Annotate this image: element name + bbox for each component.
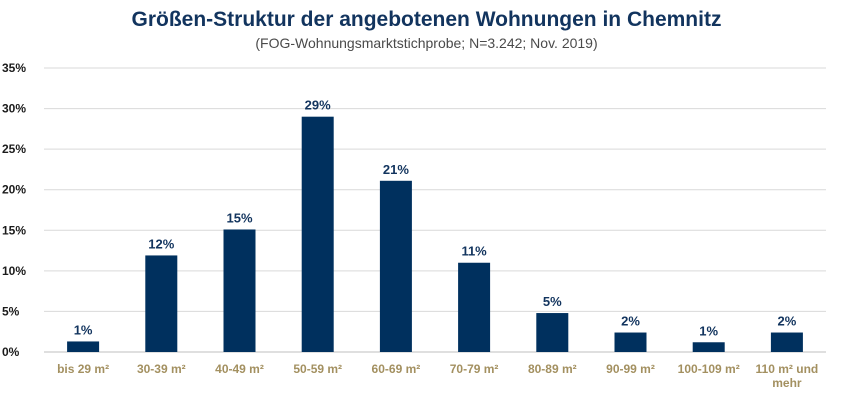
bar xyxy=(223,229,256,352)
data-label: 1% xyxy=(74,322,93,337)
data-label: 5% xyxy=(543,294,562,309)
y-tick-label: 10% xyxy=(2,264,26,278)
y-tick-label: 35% xyxy=(2,61,26,75)
y-tick-label: 15% xyxy=(2,223,26,237)
bar xyxy=(458,262,491,352)
bar xyxy=(692,342,725,352)
bar xyxy=(67,341,100,352)
data-label: 11% xyxy=(461,244,487,259)
y-tick-label: 20% xyxy=(2,183,26,197)
chart-title: Größen-Struktur der angebotenen Wohnunge… xyxy=(131,8,722,31)
data-label: 15% xyxy=(226,210,252,225)
data-label: 2% xyxy=(778,314,797,329)
y-tick-label: 30% xyxy=(2,102,26,116)
x-tick-label: 30-39 m² xyxy=(137,362,186,376)
x-tick-label: 60-69 m² xyxy=(372,362,421,376)
data-label: 29% xyxy=(305,98,331,113)
bar xyxy=(614,332,647,352)
y-tick-label: 0% xyxy=(2,345,20,359)
y-tick-label: 25% xyxy=(2,142,26,156)
data-label: 1% xyxy=(699,323,718,338)
bar xyxy=(379,180,412,352)
bar xyxy=(770,332,803,352)
x-tick-label: 90-99 m² xyxy=(606,362,655,376)
bar xyxy=(145,255,178,352)
x-tick-label: 70-79 m² xyxy=(450,362,499,376)
x-tick-label: 50-59 m² xyxy=(293,362,342,376)
data-label: 21% xyxy=(383,162,409,177)
chart-subtitle: (FOG-Wohnungsmarktstichprobe; N=3.242; N… xyxy=(255,35,598,51)
y-tick-label: 5% xyxy=(2,304,20,318)
x-tick-label: 110 m² und xyxy=(756,362,819,376)
data-label: 2% xyxy=(621,314,640,329)
x-tick-label: 80-89 m² xyxy=(528,362,577,376)
x-tick-label: 40-49 m² xyxy=(215,362,264,376)
x-tick-label: mehr xyxy=(772,376,802,390)
bar xyxy=(536,313,569,352)
x-tick-label: 100-109 m² xyxy=(678,362,740,376)
x-tick-label: bis 29 m² xyxy=(57,362,109,376)
bar xyxy=(301,116,334,352)
data-label: 12% xyxy=(148,236,174,251)
